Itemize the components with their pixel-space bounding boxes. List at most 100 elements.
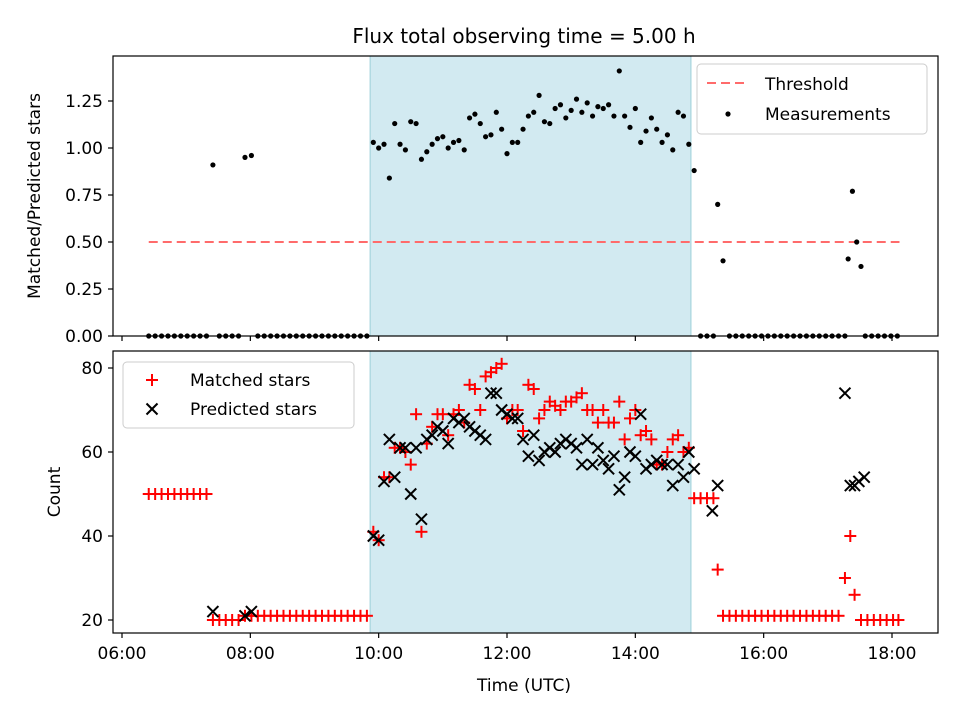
matched-star-point <box>200 488 213 500</box>
top-y-tick-label: 0.25 <box>65 280 103 300</box>
measurement-point <box>402 147 409 153</box>
bottom-plot-frame <box>112 350 939 634</box>
legend-matched-label: Matched stars <box>190 371 310 391</box>
measurement-point <box>456 137 462 144</box>
x-tick-label: 10:00 <box>354 644 403 664</box>
predicted-star-point <box>666 479 679 492</box>
top-y-tick-label: 0.75 <box>65 186 103 206</box>
measurement-point <box>686 141 692 147</box>
chart-title: Flux total observing time = 5.00 h <box>352 24 695 48</box>
measurement-point <box>392 120 398 127</box>
predicted-star-point <box>238 609 252 623</box>
measurement-point <box>424 149 430 155</box>
measurement-point <box>715 201 721 207</box>
predicted-star-point <box>655 458 669 471</box>
top-y-axis: 0.00 0.25 0.50 0.75 1.00 1.25 <box>65 92 113 347</box>
predicted-star-point <box>682 445 696 459</box>
matched-star-point <box>586 404 599 416</box>
measurement-point <box>563 115 569 121</box>
measurement-point <box>643 128 649 134</box>
predicted-star-point <box>706 504 719 518</box>
measurement-point <box>552 105 558 112</box>
measurement-point <box>531 109 537 115</box>
bottom-y-tick-label: 20 <box>81 611 103 631</box>
predicted-star-point <box>404 487 417 501</box>
measurement-point <box>654 126 660 132</box>
predicted-star-point <box>677 470 690 484</box>
top-measurement-points <box>146 68 900 339</box>
legend-predicted-swatch <box>145 402 159 416</box>
measurement-point <box>849 188 856 194</box>
predicted-star-point <box>607 449 621 463</box>
bottom-y-tick-label: 60 <box>81 443 103 463</box>
predicted-star-point <box>687 462 701 476</box>
matched-star-point <box>645 433 658 446</box>
x-tick-label: 16:00 <box>739 644 788 664</box>
top-y-tick-label: 1.25 <box>65 92 103 112</box>
matched-star-point <box>623 412 636 425</box>
measurement-point <box>595 104 601 110</box>
bottom-y-tick-label: 80 <box>81 359 103 379</box>
matched-star-point <box>436 408 449 421</box>
predicted-star-point <box>613 483 626 497</box>
top-legend-box <box>696 63 928 135</box>
measurement-point <box>541 119 548 125</box>
measurement-point <box>386 175 392 181</box>
top-y-tick-label: 1.00 <box>65 139 103 159</box>
measurement-point <box>579 109 585 115</box>
measurement-point <box>525 113 531 119</box>
measurement-point <box>242 154 248 160</box>
matched-star-point <box>410 408 423 421</box>
predicted-star-point <box>436 424 450 438</box>
legend-measurements-label: Measurements <box>765 105 891 125</box>
predicted-star-point <box>844 479 857 492</box>
predicted-star-point <box>206 605 220 618</box>
measurement-point <box>440 134 446 140</box>
predicted-star-point <box>245 605 258 618</box>
matched-star-point <box>404 458 417 471</box>
measurement-point <box>434 136 441 142</box>
measurement-point <box>622 113 628 119</box>
matched-star-point <box>832 609 845 622</box>
measurement-point <box>616 68 622 74</box>
matched-star-point <box>360 609 373 622</box>
bottom-y-tick-label: 40 <box>81 527 103 547</box>
measurement-point <box>493 109 499 115</box>
predicted-star-point <box>383 433 396 446</box>
measurement-point <box>720 258 726 264</box>
predicted-star-point <box>838 386 852 400</box>
measurement-point <box>627 124 633 130</box>
measurement-point <box>680 113 687 119</box>
bottom-y-axis: 20 40 60 80 <box>81 359 113 631</box>
measurement-point <box>450 139 457 145</box>
predicted-star-point <box>516 433 530 446</box>
measurement-point <box>611 113 617 119</box>
predicted-star-point <box>522 449 535 463</box>
measurement-point <box>408 119 414 125</box>
predicted-star-point <box>661 458 674 471</box>
predicted-star-point <box>570 441 583 455</box>
predicted-star-point <box>711 479 724 492</box>
measurement-point <box>509 139 515 145</box>
predicted-star-point <box>602 462 615 476</box>
measurement-point <box>632 105 638 112</box>
measurement-point <box>397 141 403 147</box>
matched-star-point <box>538 404 551 416</box>
predicted-star-point <box>634 407 647 421</box>
matched-star-point <box>607 416 620 429</box>
measurement-point <box>210 162 216 168</box>
top-y-tick-label: 0.50 <box>65 233 103 253</box>
matched-star-point <box>591 416 604 429</box>
bottom-shaded-span <box>369 350 692 634</box>
predicted-star-point <box>618 470 631 484</box>
measurement-point <box>605 102 612 108</box>
measurement-point <box>858 263 864 270</box>
bottom-panel: 20 40 60 80 06:00 08:00 10:00 12:00 14:00 16:00 1… <box>45 350 939 696</box>
matched-star-point <box>618 433 631 446</box>
predicted-star-point <box>532 454 546 467</box>
predicted-star-point <box>377 475 391 488</box>
measurement-point <box>472 111 478 117</box>
predicted-star-point <box>629 449 642 463</box>
matched-star-point <box>661 446 674 458</box>
matched-star-point <box>415 525 428 538</box>
